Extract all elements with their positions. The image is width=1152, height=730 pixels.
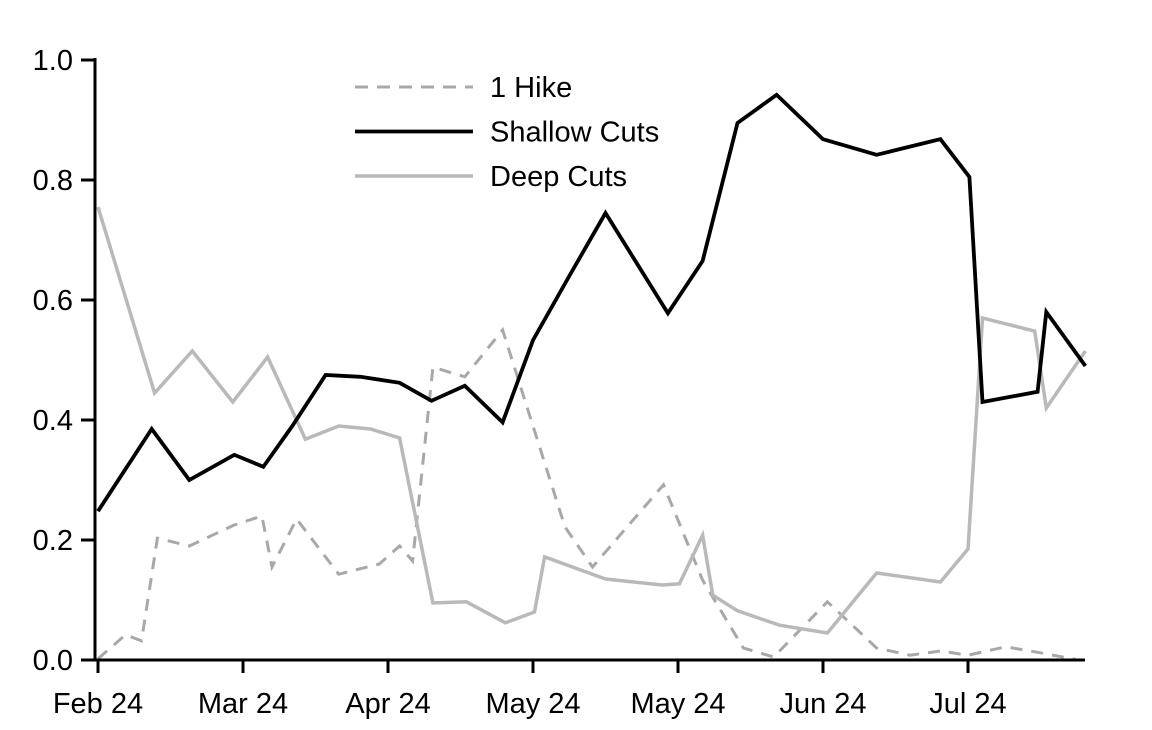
legend-label: Deep Cuts xyxy=(490,161,627,193)
y-tick-label: 1.0 xyxy=(33,45,73,77)
x-tick-label: Jul 24 xyxy=(929,688,1006,720)
legend-label: Shallow Cuts xyxy=(490,117,659,149)
legend: 1 Hike Shallow Cuts Deep Cuts xyxy=(355,72,659,193)
legend-label: 1 Hike xyxy=(490,72,572,104)
x-tick-label: Apr 24 xyxy=(345,688,430,720)
y-tick-label: 0.8 xyxy=(33,165,73,197)
x-tick-label: May 24 xyxy=(485,688,580,720)
x-tick-label: May 24 xyxy=(630,688,725,720)
legend-item: Shallow Cuts xyxy=(355,117,659,149)
series-line-shallow-cuts xyxy=(96,92,1087,513)
x-tick-label: Feb 24 xyxy=(53,688,143,720)
y-tick-label: 0.4 xyxy=(33,405,73,437)
x-tick-label: Jun 24 xyxy=(779,688,866,720)
y-tick-label: 0.0 xyxy=(33,645,73,677)
axes-layer: 0.0 0.2 0.4 0.6 0.8 1.0 Feb 24 Mar 24 Apr 24 May … xyxy=(33,45,1085,720)
x-tick-label: Mar 24 xyxy=(198,688,288,720)
series-line-1-hike xyxy=(97,326,1076,661)
legend-item: Deep Cuts xyxy=(355,161,627,193)
series-line-deep-cuts xyxy=(96,206,1087,635)
y-tick-label: 0.6 xyxy=(33,285,73,317)
legend-item: 1 Hike xyxy=(355,72,572,104)
series-layer xyxy=(96,92,1087,661)
y-tick-label: 0.2 xyxy=(33,525,73,557)
